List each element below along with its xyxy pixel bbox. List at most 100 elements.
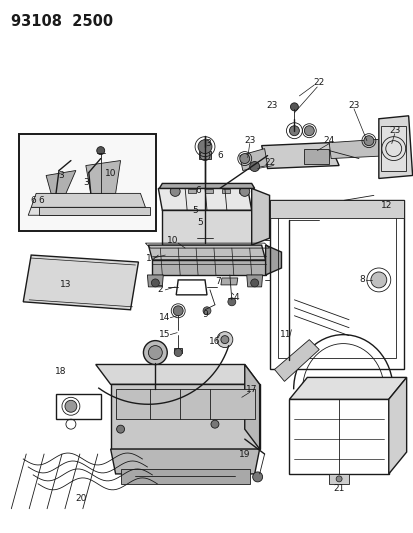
Circle shape: [335, 476, 341, 482]
Text: 14: 14: [158, 313, 170, 322]
Bar: [238, 189, 246, 193]
Polygon shape: [23, 255, 138, 310]
Polygon shape: [388, 377, 406, 474]
Polygon shape: [95, 365, 259, 384]
Text: 2: 2: [157, 285, 163, 294]
Polygon shape: [328, 139, 390, 158]
Circle shape: [227, 298, 235, 306]
Text: 16: 16: [209, 337, 220, 346]
Polygon shape: [46, 171, 76, 193]
Polygon shape: [120, 469, 249, 484]
Bar: [289, 399, 388, 474]
Polygon shape: [246, 275, 262, 287]
Polygon shape: [110, 384, 259, 449]
Text: 23: 23: [388, 126, 399, 135]
Text: 17: 17: [245, 385, 257, 394]
Circle shape: [250, 279, 258, 287]
Bar: [174, 348, 182, 352]
Polygon shape: [85, 160, 120, 193]
Polygon shape: [221, 278, 237, 285]
Bar: [304, 149, 328, 164]
Polygon shape: [158, 188, 251, 211]
Circle shape: [221, 336, 228, 344]
Text: 20: 20: [75, 494, 86, 503]
Bar: [269, 200, 403, 369]
Circle shape: [216, 332, 232, 348]
Text: 3: 3: [58, 171, 64, 180]
Polygon shape: [31, 193, 145, 207]
Bar: [171, 189, 179, 193]
Polygon shape: [251, 188, 269, 245]
Polygon shape: [244, 365, 259, 449]
Circle shape: [289, 126, 299, 136]
Polygon shape: [28, 207, 148, 215]
Text: 6: 6: [216, 151, 222, 160]
Bar: [39, 207, 150, 215]
Circle shape: [388, 139, 398, 149]
Circle shape: [97, 147, 104, 155]
Text: 8: 8: [358, 276, 364, 285]
Text: 9: 9: [202, 310, 207, 319]
Polygon shape: [289, 377, 406, 399]
Polygon shape: [148, 245, 265, 260]
Text: 6: 6: [30, 196, 36, 205]
Polygon shape: [162, 211, 251, 245]
Circle shape: [202, 307, 211, 315]
Circle shape: [249, 161, 259, 172]
Polygon shape: [383, 129, 410, 160]
Text: 21: 21: [332, 484, 344, 494]
Circle shape: [143, 341, 167, 365]
Text: 4: 4: [233, 293, 239, 302]
Circle shape: [211, 420, 218, 428]
Text: 23: 23: [265, 101, 277, 110]
Polygon shape: [265, 245, 281, 275]
Bar: [204, 189, 212, 193]
Text: 10: 10: [104, 169, 116, 178]
Circle shape: [148, 345, 162, 360]
Circle shape: [116, 425, 124, 433]
Circle shape: [304, 126, 313, 136]
Polygon shape: [159, 183, 254, 188]
Bar: [115, 389, 254, 419]
Text: 1: 1: [145, 254, 151, 263]
Polygon shape: [147, 275, 163, 287]
Bar: [277, 208, 395, 358]
Text: 6: 6: [38, 196, 44, 205]
Polygon shape: [274, 340, 318, 382]
Text: 22: 22: [263, 158, 275, 167]
Circle shape: [173, 306, 183, 316]
Bar: [199, 151, 211, 158]
Circle shape: [252, 472, 262, 482]
Circle shape: [151, 279, 159, 287]
Text: 7: 7: [214, 277, 220, 286]
Text: 15: 15: [158, 330, 170, 339]
Circle shape: [239, 154, 249, 164]
Text: 12: 12: [380, 201, 392, 210]
Polygon shape: [110, 449, 259, 474]
Text: 19: 19: [238, 449, 250, 458]
Bar: [380, 126, 405, 171]
Text: 11: 11: [279, 330, 290, 339]
Circle shape: [370, 272, 386, 288]
Circle shape: [197, 140, 211, 154]
Circle shape: [65, 400, 77, 412]
Text: 3: 3: [83, 178, 88, 187]
Polygon shape: [378, 116, 412, 179]
Circle shape: [174, 349, 182, 357]
Circle shape: [170, 187, 180, 196]
Polygon shape: [239, 149, 267, 171]
Text: 10: 10: [166, 236, 178, 245]
Circle shape: [363, 136, 373, 146]
Text: 18: 18: [55, 367, 66, 376]
Bar: [328, 474, 348, 484]
Text: 5: 5: [197, 218, 202, 227]
Text: 5: 5: [192, 206, 197, 215]
Polygon shape: [261, 143, 338, 168]
Bar: [188, 189, 196, 193]
Bar: [19, 134, 156, 231]
Text: 23: 23: [243, 136, 255, 145]
Text: 24: 24: [323, 136, 334, 145]
Text: 3: 3: [204, 139, 210, 148]
Text: 23: 23: [347, 101, 359, 110]
Text: 93108  2500: 93108 2500: [11, 14, 113, 29]
